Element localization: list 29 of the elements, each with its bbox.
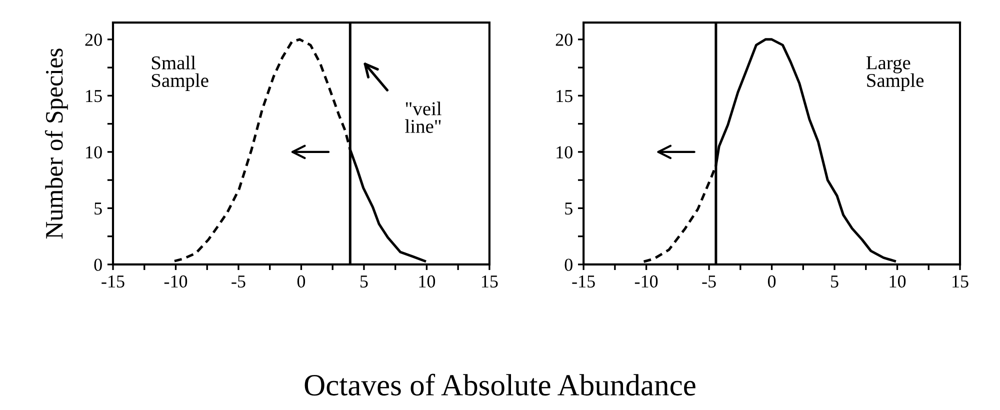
x-tick-label: -5 xyxy=(232,276,246,288)
x-tick-label: -10 xyxy=(634,275,658,288)
y-tick-label: 5 xyxy=(94,202,102,215)
y-tick-label: 10 xyxy=(556,146,572,158)
annotation: Large Sample xyxy=(866,56,924,91)
x-tick-label: 0 xyxy=(297,275,306,288)
x-tick-label: 15 xyxy=(952,275,968,288)
y-tick-label: 15 xyxy=(86,90,102,102)
x-tick-label: -5 xyxy=(702,276,716,288)
y-tick-label: 20 xyxy=(556,34,572,46)
x-tick-label: 5 xyxy=(360,276,368,288)
x-tick-label: 15 xyxy=(482,275,498,288)
annotation: Small Sample xyxy=(152,56,208,91)
annotation: "veil line" xyxy=(405,102,442,133)
y-tick-label: 10 xyxy=(86,146,102,158)
x-tick-label: 10 xyxy=(890,275,906,288)
y-tick-label: 0 xyxy=(94,258,102,271)
y-axis-title: Number of Species xyxy=(44,48,68,239)
x-tick-label: -15 xyxy=(102,275,124,288)
x-tick-label: 10 xyxy=(419,275,436,288)
y-tick-label: 0 xyxy=(564,258,572,271)
y-tick-label: 15 xyxy=(556,90,572,102)
x-tick-label: 0 xyxy=(768,275,776,288)
x-tick-label: -10 xyxy=(164,275,188,288)
x-tick-label: 5 xyxy=(831,276,838,288)
y-tick-label: 5 xyxy=(565,202,572,215)
y-tick-label: 20 xyxy=(85,34,102,46)
x-tick-label: -15 xyxy=(572,275,595,288)
x-axis-title: Octaves of Absolute Abundance xyxy=(304,374,696,396)
